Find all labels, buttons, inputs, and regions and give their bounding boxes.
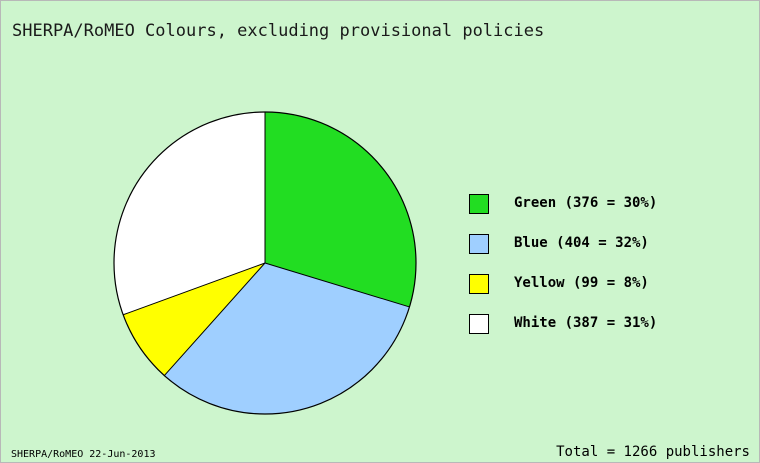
pie-divider-white [122, 262, 266, 316]
pie-slice-white [114, 112, 265, 315]
legend-label-green: Green (376 = 30%) [514, 195, 658, 211]
legend-label-blue: Blue (404 = 32%) [514, 235, 649, 251]
pie-divider-yellow [163, 262, 266, 376]
pie-slice-blue [164, 263, 410, 414]
legend-swatch-yellow [469, 274, 489, 294]
legend-label-yellow: Yellow (99 = 8%) [514, 275, 649, 291]
legend-swatch-white [469, 314, 489, 334]
legend-label-white: White (387 = 31%) [514, 315, 658, 331]
total-footer: Total = 1266 publishers [556, 444, 750, 460]
pie-slice-yellow [123, 263, 265, 376]
pie-divider-blue [264, 262, 410, 308]
pie-slice-green [265, 112, 416, 307]
pie-outline [113, 111, 417, 415]
legend-swatch-blue [469, 234, 489, 254]
legend-swatch-green [469, 194, 489, 214]
source-footer: SHERPA/RoMEO 22-Jun-2013 [11, 449, 156, 460]
chart-title: SHERPA/RoMEO Colours, excluding provisio… [12, 21, 545, 41]
